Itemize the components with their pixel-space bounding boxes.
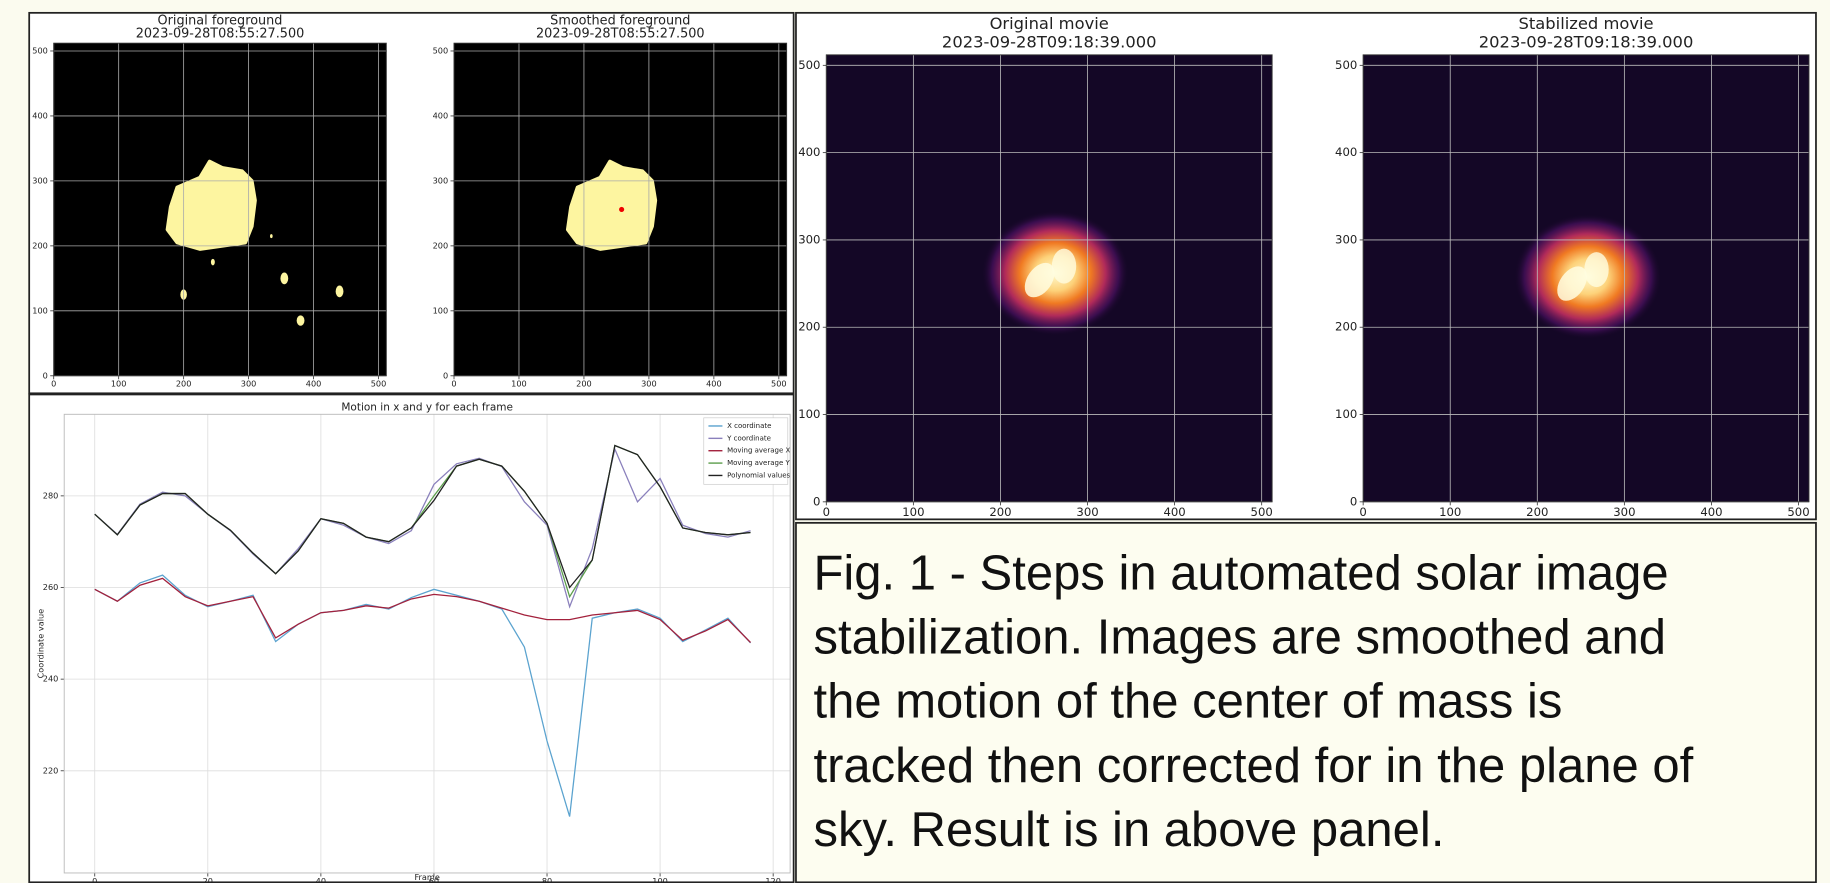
y-tick-label: 0 xyxy=(443,370,448,380)
x-tick-label: 500 xyxy=(771,379,787,389)
y-tick-label: 300 xyxy=(433,175,449,185)
x-tick-label: 500 xyxy=(371,379,387,389)
x-tick-label: 200 xyxy=(576,379,592,389)
x-tick-label: 400 xyxy=(306,379,322,389)
x-tick-label: 400 xyxy=(1700,505,1722,519)
y-tick-label: 400 xyxy=(433,110,449,120)
foreground-blob xyxy=(211,259,215,265)
x-tick-label: 300 xyxy=(1076,505,1098,519)
foreground-blob xyxy=(336,285,344,297)
legend-label: Moving average X xyxy=(727,447,790,455)
x-tick-label: 100 xyxy=(1439,505,1461,519)
x-tick-label: 100 xyxy=(111,379,127,389)
x-tick-label: 300 xyxy=(241,379,257,389)
page: {"chart_data": [ {"type": "image", "titl… xyxy=(0,0,1830,883)
figure: Original foreground2023-09-28T08:55:27.5… xyxy=(0,0,1830,883)
y-tick-label: 200 xyxy=(1335,320,1357,334)
caption-line: the motion of the center of mass is xyxy=(813,675,1562,729)
x-tick-label: 0 xyxy=(1359,505,1366,519)
x-tick-label: 500 xyxy=(1787,505,1809,519)
x-tick-label: 100 xyxy=(511,379,527,389)
sun-core xyxy=(1584,252,1608,287)
y-tick-label: 100 xyxy=(32,305,48,315)
y-tick-label: 500 xyxy=(798,58,820,72)
x-tick-label: 20 xyxy=(203,876,213,883)
y-tick-label: 300 xyxy=(1335,232,1357,246)
chart-title: Motion in x and y for each frame xyxy=(341,401,513,413)
legend-label: Y coordinate xyxy=(726,434,771,442)
caption-line: stabilization. Images are smoothed and xyxy=(813,611,1666,665)
x-tick-label: 60 xyxy=(429,876,439,883)
center-of-mass xyxy=(619,207,624,212)
chart-subtitle: 2023-09-28T09:18:39.000 xyxy=(942,33,1157,52)
plot-area xyxy=(64,414,790,873)
chart-subtitle: 2023-09-28T09:18:39.000 xyxy=(1479,33,1694,52)
y-tick-label: 200 xyxy=(798,320,820,334)
y-tick-label: 100 xyxy=(798,407,820,421)
y-tick-label: 400 xyxy=(798,145,820,159)
y-tick-label: 500 xyxy=(433,45,449,55)
y-tick-label: 500 xyxy=(32,45,48,55)
legend-label: Moving average Y xyxy=(727,459,790,467)
x-tick-label: 0 xyxy=(51,379,56,389)
y-tick-label: 260 xyxy=(43,582,59,592)
x-tick-label: 300 xyxy=(1613,505,1635,519)
x-tick-label: 200 xyxy=(1526,505,1548,519)
x-tick-label: 400 xyxy=(1163,505,1185,519)
caption-line: sky. Result is in above panel. xyxy=(813,803,1444,857)
x-tick-label: 100 xyxy=(652,876,668,883)
legend-label: Polynomial values xyxy=(727,471,790,479)
legend-label: X coordinate xyxy=(727,422,771,430)
y-tick-label: 280 xyxy=(43,490,59,500)
y-axis-label: Coordinate value xyxy=(35,609,45,679)
y-tick-label: 0 xyxy=(43,370,48,380)
y-tick-label: 100 xyxy=(433,305,449,315)
y-tick-label: 220 xyxy=(43,765,59,775)
x-tick-label: 100 xyxy=(902,505,924,519)
caption-line: tracked then corrected for in the plane … xyxy=(813,739,1693,793)
y-tick-label: 300 xyxy=(32,175,48,185)
y-tick-label: 100 xyxy=(1335,407,1357,421)
chart-title: Stabilized movie xyxy=(1519,14,1654,33)
x-tick-label: 200 xyxy=(989,505,1011,519)
caption-line: Fig. 1 - Steps in automated solar image xyxy=(813,546,1668,600)
x-tick-label: 300 xyxy=(641,379,657,389)
y-tick-label: 0 xyxy=(1350,494,1357,508)
x-tick-label: 80 xyxy=(542,876,552,883)
chart-title: Original movie xyxy=(990,14,1109,33)
y-tick-label: 300 xyxy=(798,232,820,246)
y-tick-label: 400 xyxy=(1335,145,1357,159)
x-tick-label: 200 xyxy=(176,379,192,389)
y-tick-label: 0 xyxy=(813,494,820,508)
y-tick-label: 500 xyxy=(1335,58,1357,72)
foreground-blob xyxy=(297,315,305,325)
x-tick-label: 0 xyxy=(823,505,830,519)
x-tick-label: 500 xyxy=(1251,505,1273,519)
chart-subtitle: 2023-09-28T08:55:27.500 xyxy=(136,26,305,41)
chart-subtitle: 2023-09-28T08:55:27.500 xyxy=(536,26,705,41)
y-tick-label: 200 xyxy=(433,240,449,250)
y-tick-label: 400 xyxy=(32,110,48,120)
x-tick-label: 400 xyxy=(706,379,722,389)
x-tick-label: 0 xyxy=(451,379,456,389)
y-tick-label: 200 xyxy=(32,240,48,250)
x-tick-label: 0 xyxy=(92,876,97,883)
x-tick-label: 40 xyxy=(316,876,326,883)
sun-core xyxy=(1052,249,1076,284)
x-tick-label: 120 xyxy=(765,876,781,883)
foreground-blob xyxy=(270,234,273,238)
foreground-blob xyxy=(280,273,288,285)
y-tick-label: 240 xyxy=(43,674,59,684)
